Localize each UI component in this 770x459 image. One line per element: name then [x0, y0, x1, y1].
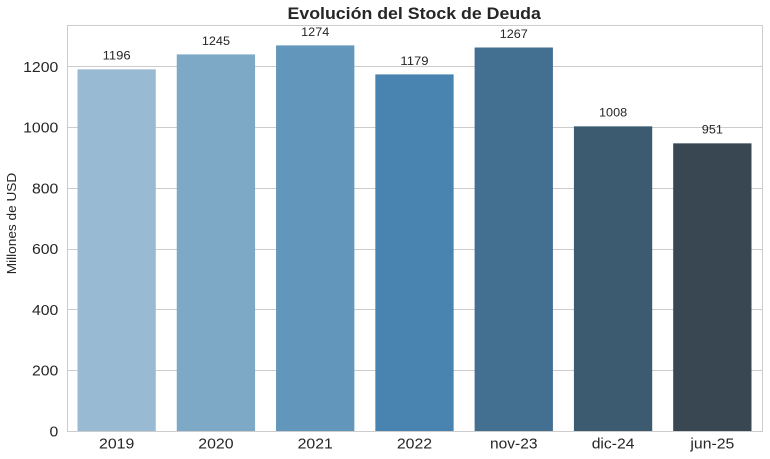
svg-text:1196: 1196 [103, 49, 131, 63]
svg-text:Evolución del Stock de Deuda: Evolución del Stock de Deuda [288, 5, 542, 23]
svg-text:600: 600 [32, 242, 58, 258]
svg-text:0: 0 [50, 425, 59, 441]
svg-text:1245: 1245 [202, 34, 230, 48]
svg-text:nov-23: nov-23 [490, 437, 538, 453]
svg-text:2019: 2019 [99, 437, 134, 453]
svg-text:2020: 2020 [198, 437, 233, 453]
svg-text:1274: 1274 [301, 25, 329, 39]
svg-text:951: 951 [702, 123, 723, 137]
svg-text:800: 800 [32, 181, 58, 197]
svg-text:jun-25: jun-25 [689, 437, 734, 453]
svg-text:1008: 1008 [599, 106, 627, 120]
svg-text:2021: 2021 [298, 437, 333, 453]
svg-text:200: 200 [32, 364, 58, 380]
svg-text:1179: 1179 [400, 54, 428, 68]
svg-text:1200: 1200 [23, 60, 58, 76]
svg-text:1267: 1267 [500, 27, 528, 41]
svg-text:dic-24: dic-24 [592, 437, 635, 453]
svg-text:Millones de USD: Millones de USD [4, 173, 19, 275]
svg-text:1000: 1000 [23, 121, 58, 137]
svg-text:2022: 2022 [397, 437, 432, 453]
svg-text:400: 400 [32, 303, 58, 319]
